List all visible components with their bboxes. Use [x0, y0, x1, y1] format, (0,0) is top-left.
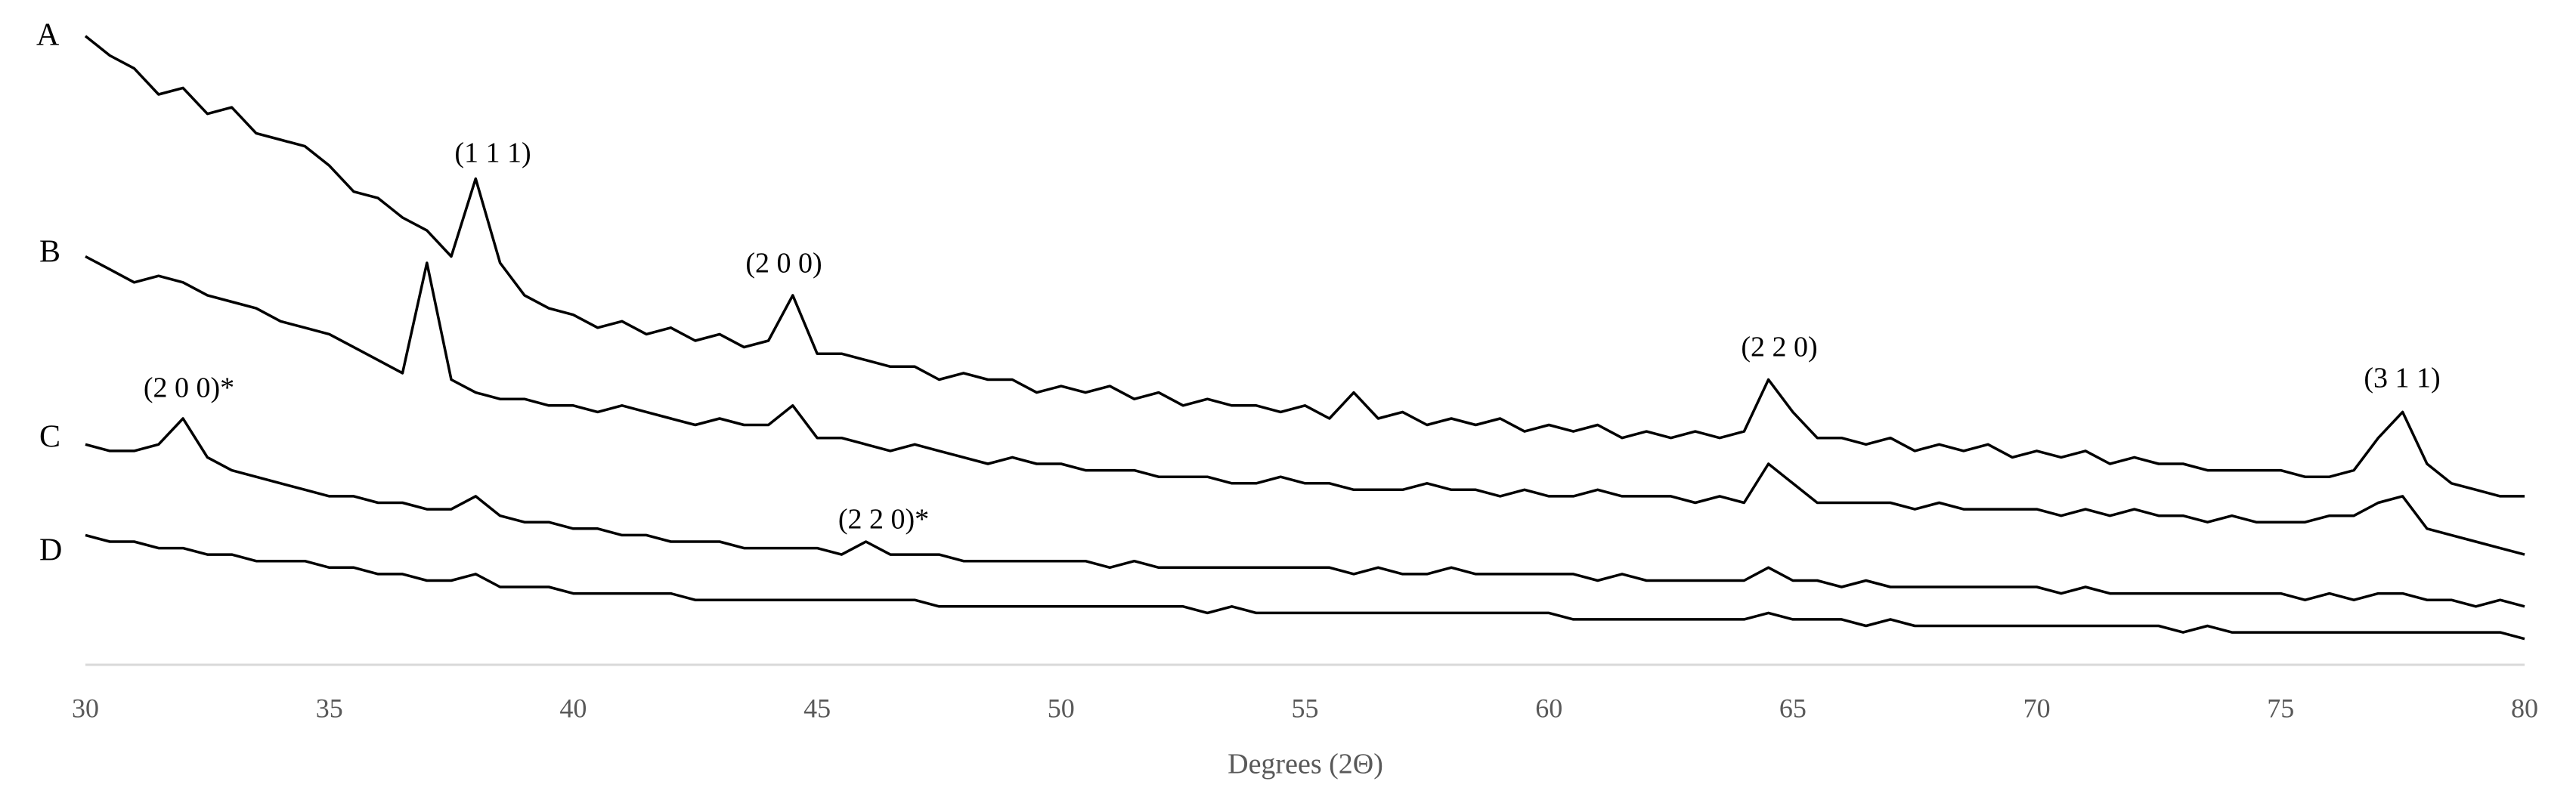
x-tick-label: 35: [316, 693, 343, 723]
peak-annotation: (2 2 0)*: [838, 504, 929, 536]
x-tick-label: 60: [1535, 693, 1562, 723]
x-tick-label: 70: [2023, 693, 2051, 723]
x-tick-label: 45: [803, 693, 831, 723]
series-label: D: [39, 533, 62, 568]
x-tick-label: 80: [2511, 693, 2538, 723]
series-label: A: [36, 18, 60, 53]
series-line: [84, 35, 2525, 498]
x-tick-label: 75: [2267, 693, 2294, 723]
peak-annotation: (2 0 0): [745, 248, 822, 280]
peak-annotation: (1 1 1): [454, 137, 531, 169]
x-tick-label: 65: [1779, 693, 1807, 723]
x-tick-label: 40: [559, 693, 587, 723]
x-axis-title: Degrees (2Θ): [1228, 749, 1383, 780]
x-tick-label: 30: [72, 693, 99, 723]
series-line: [85, 255, 2525, 556]
peak-annotation: (2 2 0): [1741, 332, 1817, 363]
x-tick-label: 55: [1292, 693, 1319, 723]
x-tick-label: 50: [1048, 693, 1075, 723]
series-line: [85, 417, 2525, 608]
series-label: B: [39, 235, 60, 270]
series-label: C: [39, 420, 60, 455]
peak-annotation: (2 0 0)*: [144, 372, 234, 404]
peak-annotation: (3 1 1): [2364, 363, 2440, 394]
series-line: [85, 533, 2525, 641]
